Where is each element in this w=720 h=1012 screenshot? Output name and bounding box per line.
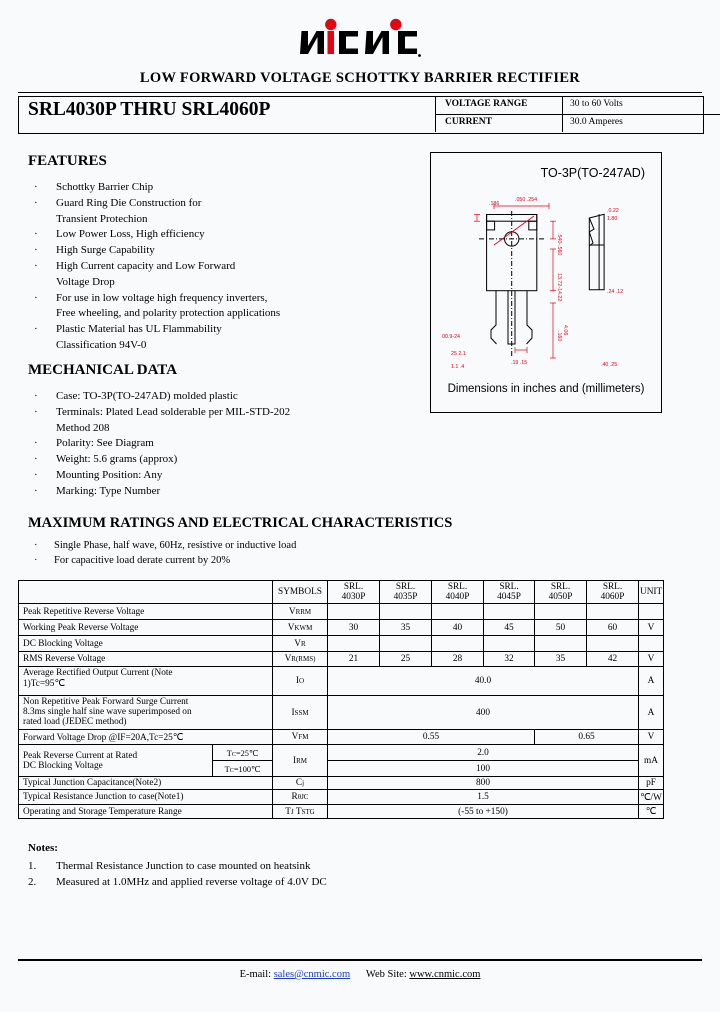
svg-text:25 2.1: 25 2.1	[451, 351, 466, 357]
svg-text:.40 .25: .40 .25	[601, 362, 617, 368]
svg-text:13.72-14.22: 13.72-14.22	[556, 273, 562, 301]
svg-text:.050 .254: .050 .254	[515, 197, 537, 203]
svg-text:1.80: 1.80	[607, 216, 617, 222]
svg-text:.186: .186	[489, 201, 499, 207]
svg-text:.160: .160	[556, 331, 562, 341]
svg-text:4.06: 4.06	[562, 325, 568, 335]
svg-text:00.9-24: 00.9-24	[442, 334, 460, 340]
svg-text:1.1 .4: 1.1 .4	[451, 364, 464, 370]
svg-text:.19 .15: .19 .15	[511, 360, 527, 366]
svg-text:.540-.560: .540-.560	[556, 233, 562, 255]
svg-text:.0.22: .0.22	[607, 208, 619, 214]
svg-text:.24 .12: .24 .12	[607, 289, 623, 295]
